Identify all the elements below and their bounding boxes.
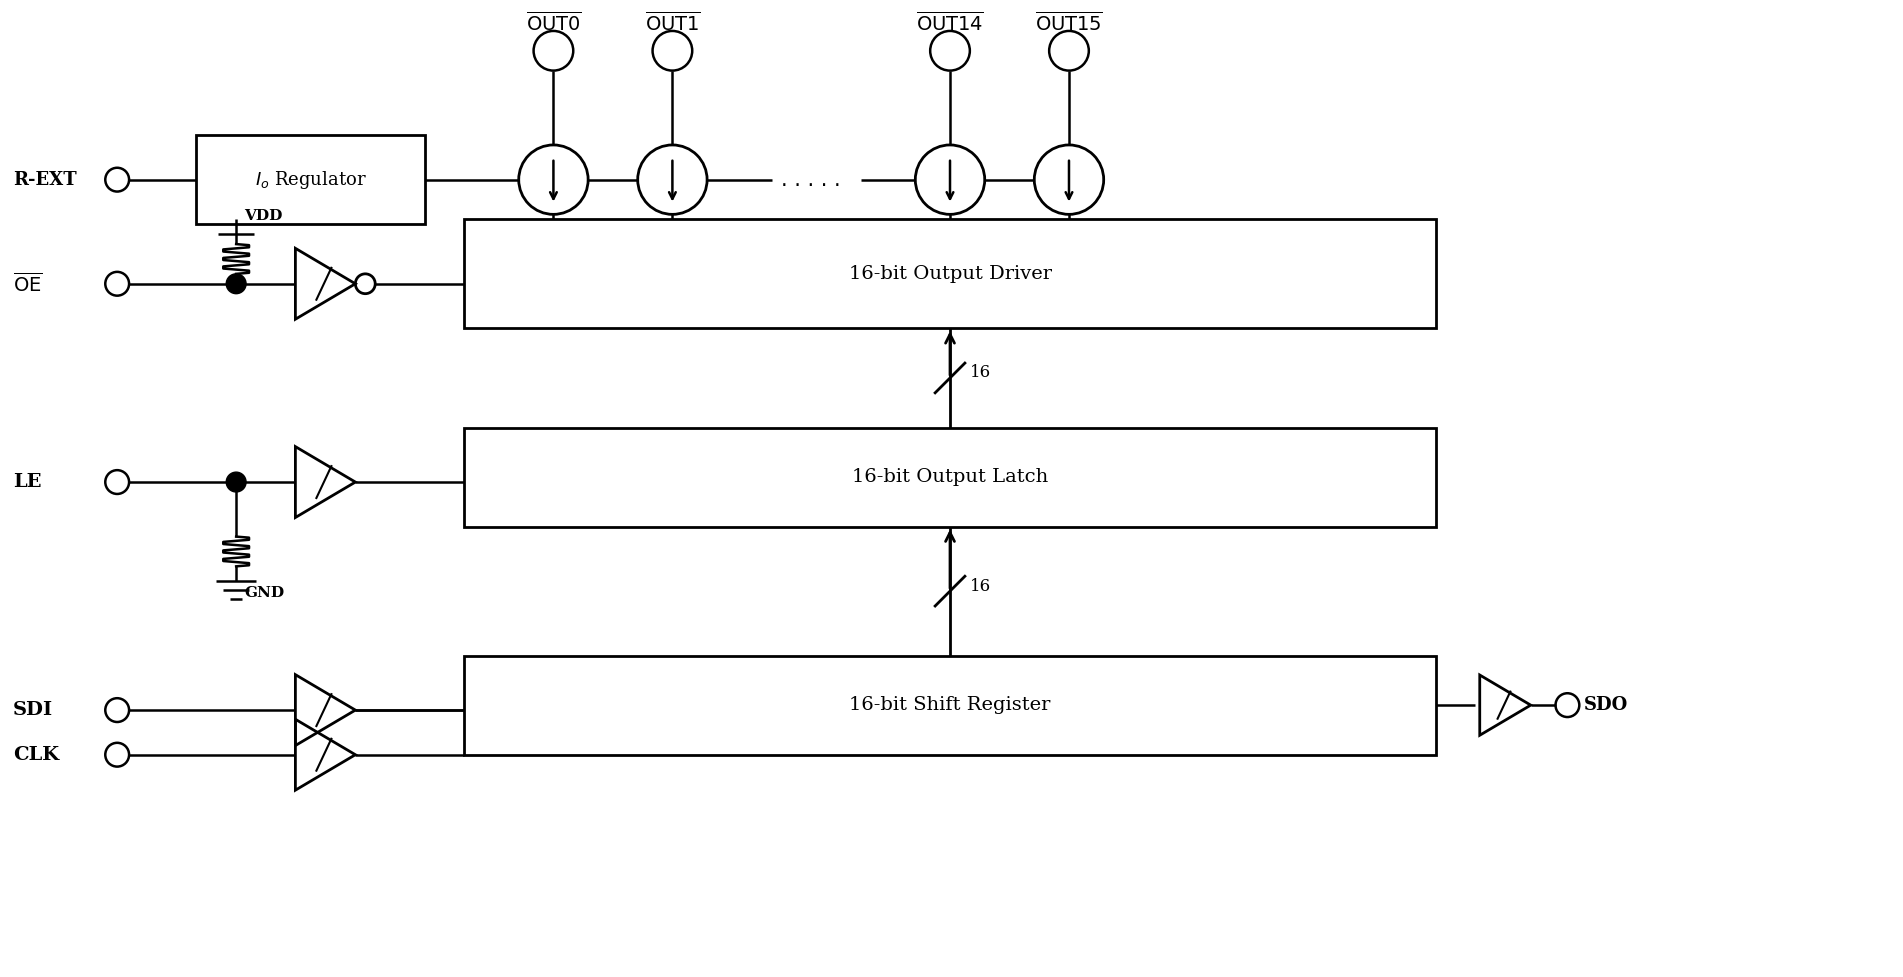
- Text: $\overline{\rm OUT0}$: $\overline{\rm OUT0}$: [525, 11, 580, 35]
- Text: $I_o$ Regulator: $I_o$ Regulator: [255, 169, 367, 191]
- Text: 16-bit Output Driver: 16-bit Output Driver: [849, 265, 1052, 283]
- Text: GND: GND: [244, 586, 284, 600]
- Text: $\overline{\rm OUT14}$: $\overline{\rm OUT14}$: [915, 11, 984, 35]
- Text: R-EXT: R-EXT: [13, 171, 76, 189]
- Bar: [196, 135, 424, 225]
- Bar: [464, 656, 1437, 754]
- Text: SDO: SDO: [1585, 697, 1629, 714]
- Text: 16: 16: [971, 364, 991, 381]
- Text: CLK: CLK: [13, 745, 59, 764]
- Bar: [464, 428, 1437, 527]
- Text: LE: LE: [13, 473, 42, 491]
- Text: 16-bit Output Latch: 16-bit Output Latch: [853, 468, 1049, 487]
- Circle shape: [226, 274, 245, 294]
- Text: 16-bit Shift Register: 16-bit Shift Register: [849, 697, 1050, 714]
- Text: $\overline{\rm OE}$: $\overline{\rm OE}$: [13, 272, 42, 296]
- Text: $\overline{\rm OUT15}$: $\overline{\rm OUT15}$: [1035, 11, 1104, 35]
- Text: SDI: SDI: [13, 701, 53, 719]
- Circle shape: [226, 472, 245, 492]
- Text: . . . . .: . . . . .: [782, 170, 841, 190]
- Bar: [464, 219, 1437, 328]
- Text: VDD: VDD: [244, 209, 282, 224]
- Text: 16: 16: [971, 577, 991, 595]
- Text: $\overline{\rm OUT1}$: $\overline{\rm OUT1}$: [645, 11, 700, 35]
